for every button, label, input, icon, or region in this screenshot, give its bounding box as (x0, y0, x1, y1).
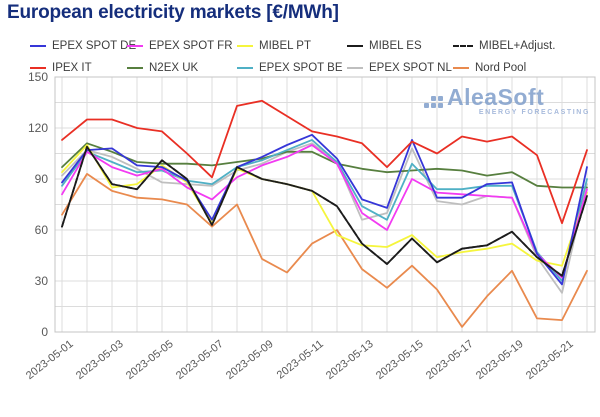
legend-item-epex-spot-de: EPEX SPOT DE (30, 40, 136, 52)
series-line-ipex-it (61, 99, 588, 225)
aleasoft-tagline: ENERGY FORECASTING (478, 109, 590, 116)
legend-line-epex-spot-nl (347, 67, 363, 69)
legend-item-ipex-it: IPEX IT (30, 62, 92, 74)
legend-line-nord-pool (453, 67, 469, 69)
y-axis-label-90: 90 (34, 172, 48, 186)
legend-line-mibel-pt (237, 45, 253, 47)
legend-item-epex-spot-fr: EPEX SPOT FR (127, 40, 233, 52)
y-axis-label-0: 0 (41, 325, 48, 339)
legend-item-epex-spot-be: EPEX SPOT BE (237, 62, 343, 74)
legend-label-ipex-it: IPEX IT (52, 62, 92, 74)
legend-label-mibel-es: MIBEL ES (369, 40, 422, 52)
legend-line-n2ex-uk (127, 67, 143, 69)
legend-line-epex-spot-fr (127, 45, 143, 47)
series-line-epex-spot-fr (61, 144, 588, 279)
aleasoft-logo-text: AleaSoft (447, 84, 545, 110)
y-axis-label-60: 60 (34, 223, 48, 237)
legend-label-mibel-adjust: MIBEL+Adjust. (479, 40, 556, 52)
series-line-epex-spot-be (61, 138, 588, 282)
legend-item-epex-spot-nl: EPEX SPOT NL (347, 62, 452, 74)
legend-line-mibel-adjust (453, 45, 473, 47)
legend-label-epex-spot-be: EPEX SPOT BE (259, 62, 343, 74)
legend-label-nord-pool: Nord Pool (475, 62, 527, 74)
y-axis-label-30: 30 (34, 274, 48, 288)
legend-label-mibel-pt: MIBEL PT (259, 40, 311, 52)
legend-item-mibel-adjust: MIBEL+Adjust. (453, 40, 555, 52)
series-line-epex-spot-de (61, 133, 588, 286)
y-axis-label-150: 150 (27, 70, 48, 84)
legend-line-epex-spot-be (237, 67, 253, 69)
legend-label-epex-spot-de: EPEX SPOT DE (52, 40, 137, 52)
legend-item-n2ex-uk: N2EX UK (127, 62, 198, 74)
legend-item-mibel-pt: MIBEL PT (237, 40, 311, 52)
aleasoft-logo: AleaSoft ENERGY FORECASTING (424, 84, 590, 116)
legend-line-ipex-it (30, 67, 46, 69)
legend-line-mibel-es (347, 45, 363, 47)
legend-line-epex-spot-de (30, 45, 46, 47)
series-line-n2ex-uk (61, 142, 588, 189)
y-axis-label-120: 120 (27, 121, 48, 135)
aleasoft-dots-icon (424, 96, 443, 111)
legend-label-n2ex-uk: N2EX UK (149, 62, 199, 74)
legend-label-epex-spot-fr: EPEX SPOT FR (149, 40, 233, 52)
series-line-mibel-es (61, 145, 588, 277)
legend-label-epex-spot-nl: EPEX SPOT NL (369, 62, 452, 74)
series-line-nord-pool (61, 172, 588, 328)
legend-item-mibel-es: MIBEL ES (347, 40, 422, 52)
legend-item-nord-pool: Nord Pool (453, 62, 526, 74)
chart-title: European electricity markets [€/MWh] (7, 2, 339, 23)
